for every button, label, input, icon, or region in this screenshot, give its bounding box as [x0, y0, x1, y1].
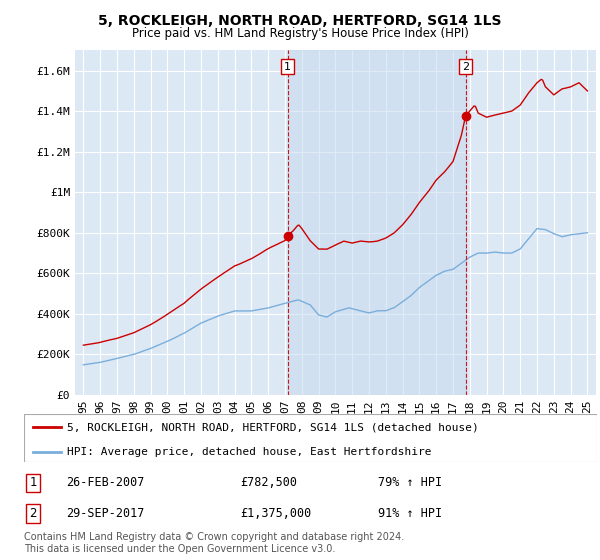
Text: 5, ROCKLEIGH, NORTH ROAD, HERTFORD, SG14 1LS (detached house): 5, ROCKLEIGH, NORTH ROAD, HERTFORD, SG14…: [67, 422, 479, 432]
Text: 91% ↑ HPI: 91% ↑ HPI: [378, 507, 442, 520]
Text: 1: 1: [29, 477, 37, 489]
Text: Contains HM Land Registry data © Crown copyright and database right 2024.
This d: Contains HM Land Registry data © Crown c…: [24, 532, 404, 554]
Text: 1: 1: [284, 62, 291, 72]
Text: £1,375,000: £1,375,000: [240, 507, 311, 520]
Text: 5, ROCKLEIGH, NORTH ROAD, HERTFORD, SG14 1LS: 5, ROCKLEIGH, NORTH ROAD, HERTFORD, SG14…: [98, 14, 502, 28]
Text: Price paid vs. HM Land Registry's House Price Index (HPI): Price paid vs. HM Land Registry's House …: [131, 27, 469, 40]
Text: £782,500: £782,500: [240, 477, 297, 489]
Text: 79% ↑ HPI: 79% ↑ HPI: [378, 477, 442, 489]
Text: 2: 2: [29, 507, 37, 520]
Text: HPI: Average price, detached house, East Hertfordshire: HPI: Average price, detached house, East…: [67, 446, 431, 456]
Text: 26-FEB-2007: 26-FEB-2007: [66, 477, 145, 489]
Text: 29-SEP-2017: 29-SEP-2017: [66, 507, 145, 520]
Bar: [287, 50, 466, 395]
Text: 2: 2: [462, 62, 469, 72]
